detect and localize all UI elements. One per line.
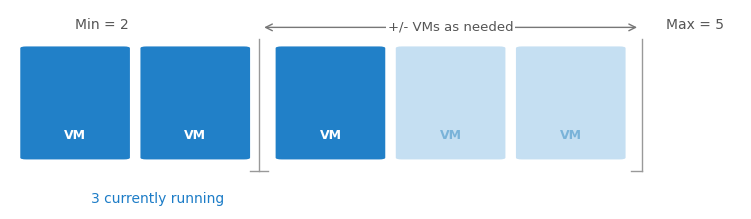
FancyBboxPatch shape	[140, 46, 250, 159]
Text: VM: VM	[64, 129, 86, 142]
Text: VM: VM	[439, 129, 462, 142]
FancyBboxPatch shape	[516, 46, 626, 159]
Text: VM: VM	[559, 129, 582, 142]
Text: 3 currently running: 3 currently running	[91, 192, 225, 206]
FancyBboxPatch shape	[396, 46, 505, 159]
FancyBboxPatch shape	[20, 46, 130, 159]
Text: VM: VM	[184, 129, 207, 142]
Text: VM: VM	[319, 129, 342, 142]
Text: Min = 2: Min = 2	[74, 18, 128, 32]
FancyBboxPatch shape	[276, 46, 385, 159]
Text: +/- VMs as needed: +/- VMs as needed	[388, 21, 514, 34]
Text: Max = 5: Max = 5	[665, 18, 724, 32]
